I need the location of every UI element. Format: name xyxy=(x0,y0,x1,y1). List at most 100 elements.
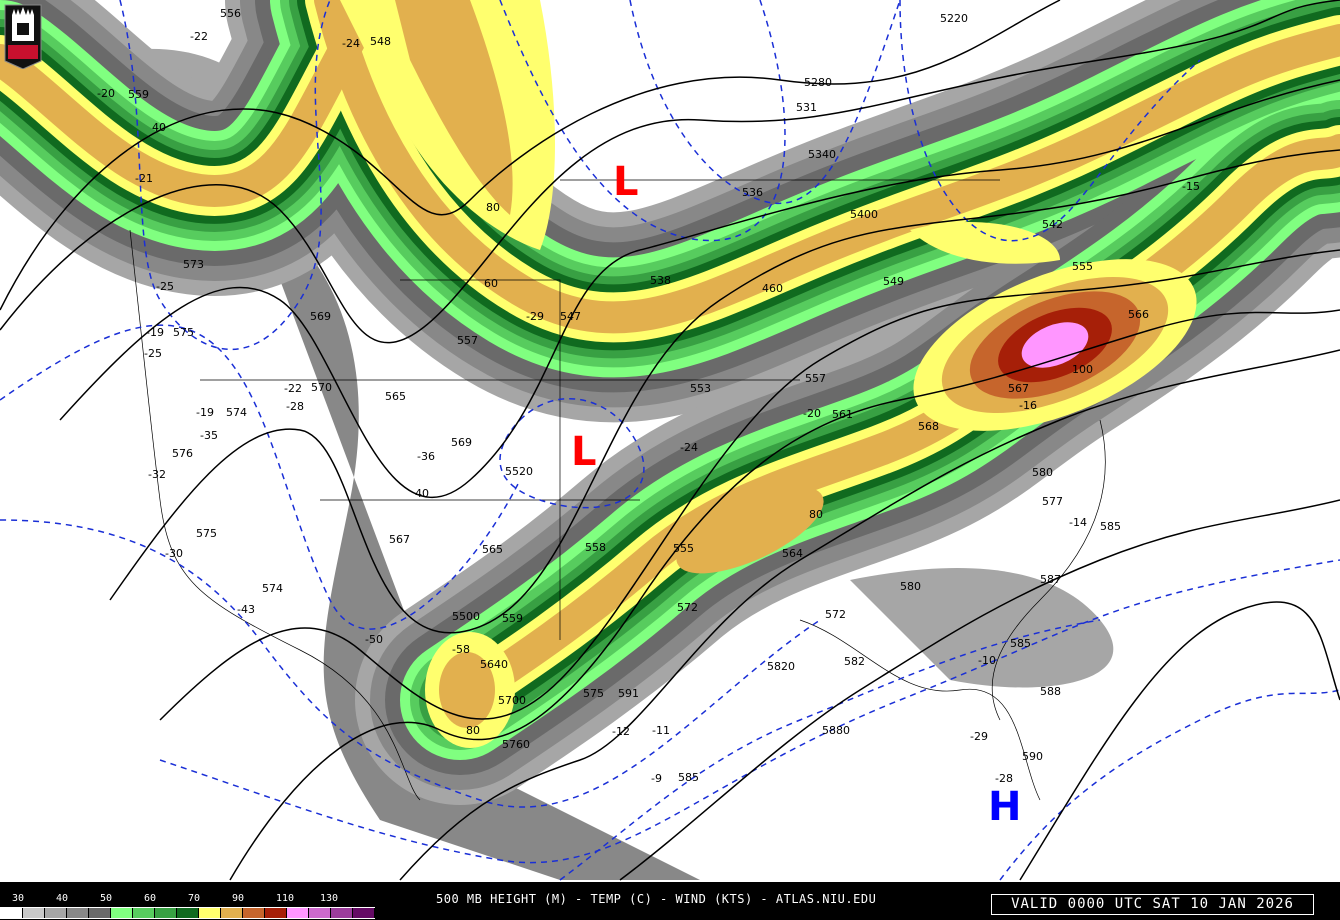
station-label: 553 xyxy=(690,382,711,395)
wind-speed-band xyxy=(314,0,1340,334)
height-contour xyxy=(1019,601,1340,881)
station-label: 585 xyxy=(1010,637,1031,650)
legend-label: 90 xyxy=(232,893,245,904)
temperature-label: -58 xyxy=(452,643,470,656)
station-label: 590 xyxy=(1022,750,1043,763)
legend-swatch xyxy=(309,908,331,918)
station-label: 80 xyxy=(466,724,480,737)
station-label: 587 xyxy=(1040,573,1061,586)
wind-speed-band xyxy=(0,24,366,207)
station-label: 556 xyxy=(220,7,241,20)
temperature-contours xyxy=(0,0,1340,881)
station-label: 569 xyxy=(451,436,472,449)
temperature-label: -22 xyxy=(284,382,302,395)
station-label: 564 xyxy=(782,547,803,560)
station-label: 558 xyxy=(585,541,606,554)
height-contour-label: 5500 xyxy=(452,610,480,623)
low-pressure-symbol: L xyxy=(613,159,639,205)
political-border xyxy=(799,619,1041,801)
legend-swatch xyxy=(111,908,133,918)
station-label: 572 xyxy=(825,608,846,621)
height-contour-label: 5520 xyxy=(505,465,533,478)
valid-time: VALID 0000 UTC SAT 10 JAN 2026 xyxy=(991,894,1314,915)
temperature-label: -22 xyxy=(190,30,208,43)
legend-label: 110 xyxy=(276,893,295,904)
legend-label: 130 xyxy=(320,893,339,904)
station-label: 575 xyxy=(583,687,604,700)
legend-swatch xyxy=(243,908,265,918)
temperature-label: -25 xyxy=(144,347,162,360)
temperature-contour xyxy=(119,0,331,351)
jet-max xyxy=(1021,322,1089,368)
legend-swatch xyxy=(23,908,45,918)
legend-swatch xyxy=(199,908,221,918)
temperature-contour xyxy=(999,689,1340,881)
map-canvas: 5220 5280 5340 5400 460 5520 5500 5640 5700 5760 5… xyxy=(0,0,1340,881)
temperature-label: -16 xyxy=(1019,399,1037,412)
station-label: 538 xyxy=(650,274,671,287)
legend-label: 60 xyxy=(144,893,157,904)
station-label: 561 xyxy=(832,408,853,421)
temperature-label: -24 xyxy=(680,441,698,454)
weather-map: 5220 5280 5340 5400 460 5520 5500 5640 5700 5760 5… xyxy=(0,0,1340,882)
temperature-label: -21 xyxy=(135,172,153,185)
station-label: 572 xyxy=(677,601,698,614)
temperature-label: -20 xyxy=(803,407,821,420)
height-contour-label: 5880 xyxy=(822,724,850,737)
temperature-contour xyxy=(559,619,1101,881)
station-label: 559 xyxy=(128,88,149,101)
legend-label: 50 xyxy=(100,893,113,904)
temperature-label: -12 xyxy=(612,725,630,738)
station-label: 531 xyxy=(796,101,817,114)
station-label: 536 xyxy=(742,186,763,199)
station-label: 588 xyxy=(1040,685,1061,698)
legend-swatch xyxy=(1,908,23,918)
legend-swatch xyxy=(177,908,199,918)
station-label: 568 xyxy=(918,420,939,433)
temperature-label: -30 xyxy=(165,547,183,560)
station-label: 547 xyxy=(560,310,581,323)
height-contour xyxy=(0,0,1061,311)
station-label: 80 xyxy=(809,508,823,521)
station-label: 574 xyxy=(226,406,247,419)
station-label: 582 xyxy=(844,655,865,668)
height-contour xyxy=(109,149,1340,634)
height-contour xyxy=(229,309,1340,881)
temperature-label: -19 xyxy=(196,406,214,419)
station-label: 549 xyxy=(883,275,904,288)
station-label: 570 xyxy=(311,381,332,394)
station-label: 585 xyxy=(1100,520,1121,533)
legend-swatch xyxy=(331,908,353,918)
station-label: 567 xyxy=(389,533,410,546)
station-label: 566 xyxy=(1128,308,1149,321)
temperature-contour xyxy=(159,559,1340,864)
station-label: 580 xyxy=(1032,466,1053,479)
high-pressure-symbol: H xyxy=(988,784,1021,830)
station-label: 580 xyxy=(900,580,921,593)
footer-bar: 30 40 50 60 70 90 110 130 500 MB HEIGHT (M) - T… xyxy=(0,882,1340,920)
jet-core xyxy=(910,221,1060,264)
station-label: 565 xyxy=(385,390,406,403)
station-label: 555 xyxy=(1072,260,1093,273)
gray-region xyxy=(850,568,1114,688)
jet-core xyxy=(439,652,495,728)
station-label: 575 xyxy=(196,527,217,540)
map-labels: 5220 5280 5340 5400 460 5520 5500 5640 5700 5760 5… xyxy=(97,7,1200,785)
low-pressure-symbol: L xyxy=(571,429,597,475)
temperature-contour xyxy=(499,397,645,509)
legend-label: 30 xyxy=(12,893,25,904)
temperature-label: -29 xyxy=(526,310,544,323)
height-contour xyxy=(159,249,1340,721)
legend-swatch xyxy=(89,908,111,918)
height-contour-label: 5340 xyxy=(808,148,836,161)
station-label: 548 xyxy=(370,35,391,48)
station-label: 100 xyxy=(1072,363,1093,376)
temperature-label: -10 xyxy=(978,654,996,667)
station-label: 567 xyxy=(1008,382,1029,395)
map-caption: 500 MB HEIGHT (M) - TEMP (C) - WIND (KTS… xyxy=(436,892,877,906)
legend-swatch xyxy=(67,908,89,918)
legend-swatch xyxy=(265,908,287,918)
height-contours xyxy=(0,0,1340,881)
temperature-label: -20 xyxy=(97,87,115,100)
height-contour-label: 5820 xyxy=(767,660,795,673)
